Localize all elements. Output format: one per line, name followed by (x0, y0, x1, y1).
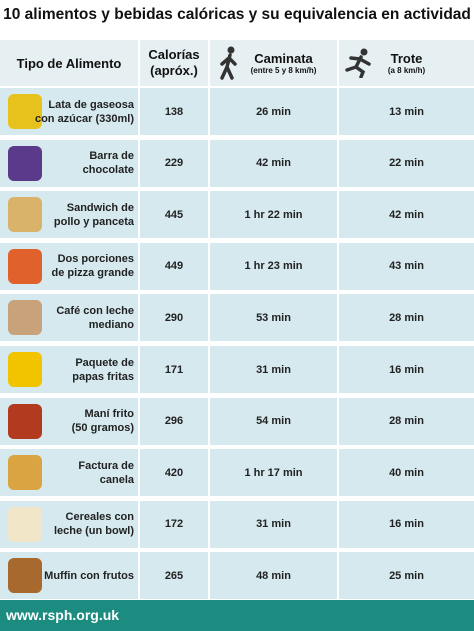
food-icon (8, 94, 42, 129)
calories-cell: 229 (140, 139, 208, 187)
food-cell: Barra de chocolate (0, 139, 138, 187)
walk-cell: 54 min (210, 397, 337, 445)
food-name-line: canela (99, 473, 134, 486)
run-cell: 22 min (339, 139, 474, 187)
food-icon (8, 248, 42, 284)
title: 10 alimentos y bebidas calóricas y su eq… (3, 6, 471, 23)
calories-cell: 290 (140, 294, 208, 342)
run-cell: 25 min (339, 552, 474, 600)
food-icon (8, 197, 42, 233)
food-icon (8, 145, 42, 181)
walk-icon (220, 46, 237, 80)
food-cell: Maní frito (50 gramos) (0, 397, 138, 445)
food-name-line: Paquete de (75, 356, 134, 369)
food-name: Lata de gaseosa con azúcar (330ml) (35, 88, 134, 135)
header-food-text: Tipo de Alimento (16, 55, 122, 71)
run-cell: 16 min (339, 346, 474, 393)
food-name-line: Factura de (78, 459, 134, 472)
food-cell: Factura de canela (0, 449, 138, 497)
walk-cell: 1 hr 17 min (210, 449, 337, 497)
header-walk: Caminata (entre 5 y 8 km/h) (210, 40, 337, 86)
header-calories-text: (apróx.) (150, 63, 198, 78)
walk-cell: 1 hr 23 min (210, 242, 337, 290)
food-name-line: con azúcar (330ml) (34, 112, 134, 125)
food-name-line: Sandwich de (66, 201, 134, 214)
run-cell: 40 min (339, 449, 474, 497)
run-cell: 43 min (339, 242, 474, 290)
run-cell: 28 min (339, 294, 474, 342)
walk-cell: 1 hr 22 min (210, 191, 337, 239)
food-name-line: Cereales con (65, 511, 134, 524)
run-cell: 16 min (339, 500, 474, 548)
run-icon (345, 48, 371, 78)
run-cell: 28 min (339, 397, 474, 445)
walk-cell: 42 min (210, 139, 337, 187)
food-cell: Café con leche mediano (0, 294, 138, 342)
food-name-line: pollo y panceta (53, 215, 134, 228)
food-cell: Paquete de papas fritas (0, 346, 138, 393)
food-icon (8, 455, 42, 491)
walk-cell: 48 min (210, 552, 337, 600)
header-calories-text: Calorías (148, 47, 200, 62)
food-icon (8, 506, 42, 542)
food-name-line: leche (un bowl) (53, 525, 134, 538)
food-cell: Cereales con leche (un bowl) (0, 500, 138, 548)
food-name-line: papas fritas (72, 370, 134, 383)
food-name: Sandwich de pollo y panceta (54, 191, 134, 238)
walk-cell: 26 min (210, 88, 337, 135)
food-name: Café con leche mediano (56, 294, 134, 341)
header-run: Trote (a 8 km/h) (339, 40, 474, 86)
food-name: Factura de canela (78, 449, 134, 496)
run-cell: 13 min (339, 88, 474, 135)
calories-cell: 172 (140, 500, 208, 548)
food-name: Paquete de papas fritas (72, 346, 134, 393)
food-cell: Lata de gaseosa con azúcar (330ml) (0, 88, 138, 135)
food-name: Barra de chocolate (83, 140, 134, 187)
food-icon (8, 403, 42, 439)
food-name: Maní frito (50 gramos) (72, 398, 134, 445)
walk-cell: 53 min (210, 294, 337, 342)
food-icon (8, 558, 42, 594)
run-cell: 42 min (339, 191, 474, 239)
calories-cell: 265 (140, 552, 208, 600)
food-name-line: Muffin con frutos (44, 569, 134, 582)
footer: www.rsph.org.uk (0, 600, 474, 631)
food-name-line: Barra de (89, 150, 134, 163)
food-name: Cereales con leche (un bowl) (54, 501, 134, 548)
walk-cell: 31 min (210, 346, 337, 393)
food-icon (8, 352, 42, 387)
header-run-text: Trote (390, 51, 423, 66)
food-cell: Sandwich de pollo y panceta (0, 191, 138, 239)
header-walk-sub: (entre 5 y 8 km/h) (250, 66, 317, 75)
food-name-line: chocolate (82, 164, 134, 177)
food-name-line: Lata de gaseosa (48, 98, 134, 111)
calories-cell: 420 (140, 449, 208, 497)
food-name: Dos porciones de pizza grande (51, 243, 134, 290)
calories-cell: 449 (140, 242, 208, 290)
calories-cell: 445 (140, 191, 208, 239)
walk-cell: 31 min (210, 500, 337, 548)
header-walk-text: Caminata (254, 51, 313, 66)
header-food: Tipo de Alimento (0, 40, 138, 86)
calories-cell: 138 (140, 88, 208, 135)
food-name-line: Café con leche (56, 304, 134, 317)
food-name-line: (50 gramos) (71, 422, 134, 435)
food-name-line: Dos porciones (57, 253, 134, 266)
food-name-line: Maní frito (84, 408, 135, 421)
header-calories: Calorías (apróx.) (140, 40, 208, 86)
calories-cell: 296 (140, 397, 208, 445)
food-name: Muffin con frutos (44, 552, 134, 599)
food-name-line: de pizza grande (51, 267, 134, 280)
food-cell: Muffin con frutos (0, 552, 138, 600)
food-cell: Dos porciones de pizza grande (0, 242, 138, 290)
food-name-line: mediano (88, 318, 134, 331)
header-run-sub: (a 8 km/h) (387, 66, 426, 75)
calories-cell: 171 (140, 346, 208, 393)
food-icon (8, 300, 42, 336)
